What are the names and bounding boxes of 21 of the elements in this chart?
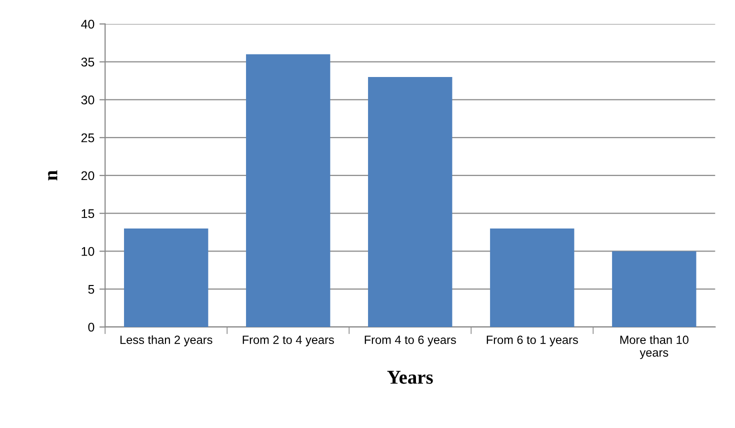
bar [490, 228, 574, 327]
y-tick-label: 20 [81, 171, 94, 180]
y-tick-label: 30 [81, 96, 94, 104]
x-tick-label: From 2 to 4 years [242, 336, 334, 346]
y-tick-label: 40 [81, 20, 94, 29]
y-tick-label: 5 [88, 285, 94, 294]
x-tick-label: More than 10 years [620, 335, 688, 360]
bar [368, 76, 452, 327]
bar [124, 228, 208, 327]
x-tick-label: From 4 to 6 years [364, 336, 456, 346]
y-tick-label: 35 [81, 58, 94, 66]
y-axis-title: n [48, 170, 58, 180]
bar [612, 251, 696, 327]
y-tick-label: 10 [82, 247, 94, 256]
x-axis-title: Years [387, 370, 433, 384]
y-tick-label: 0 [88, 322, 94, 332]
x-tick-label: Less than 2 years [120, 335, 212, 346]
x-tick-label: From 6 to 1 years [486, 336, 578, 346]
y-tick-label: 25 [81, 133, 94, 142]
bar [246, 54, 330, 327]
y-tick-label: 15 [82, 209, 94, 218]
